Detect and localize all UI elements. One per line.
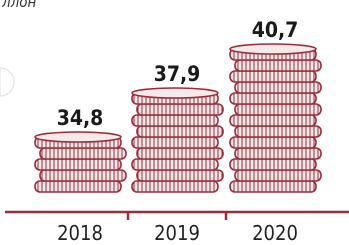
page: {"chart_data": {"type": "coin-stack", "s…: [0, 0, 349, 245]
decor: [0, 68, 14, 96]
value-label: 40,7: [252, 18, 299, 42]
coin: [230, 71, 316, 82]
coin-top: [230, 44, 316, 54]
coin: [235, 148, 321, 159]
coin-stack: [230, 44, 321, 192]
coin: [230, 159, 316, 170]
coin: [230, 115, 316, 126]
coin: [235, 126, 321, 137]
coin: [230, 181, 316, 192]
coin: [35, 181, 121, 192]
coin-top: [132, 88, 218, 98]
coin: [235, 104, 321, 115]
coin: [235, 60, 321, 71]
coin: [137, 126, 223, 137]
coin: [137, 148, 223, 159]
coin: [230, 93, 316, 104]
coin: [132, 181, 218, 192]
coin: [137, 170, 223, 181]
coin: [235, 170, 321, 181]
coin: [132, 137, 218, 148]
coin-stack: [35, 132, 126, 192]
coin: [137, 104, 223, 115]
value-label: 37,9: [154, 62, 201, 86]
coin: [40, 170, 126, 181]
value-label: 34,8: [57, 106, 104, 130]
coin: [235, 82, 321, 93]
coin: [132, 115, 218, 126]
coin-stack: [132, 88, 223, 192]
coin: [35, 159, 121, 170]
coin: [230, 137, 316, 148]
x-tick-label: 2020: [252, 221, 298, 245]
subtitle: ллон: [1, 0, 37, 11]
coin-top: [35, 132, 121, 142]
x-tick-label: 2018: [57, 221, 103, 245]
coin: [40, 148, 126, 159]
coin: [132, 159, 218, 170]
x-tick-label: 2019: [154, 221, 200, 245]
chart: ллон 34,8 2018 37,9 2019 40,7 2020: [0, 0, 349, 245]
